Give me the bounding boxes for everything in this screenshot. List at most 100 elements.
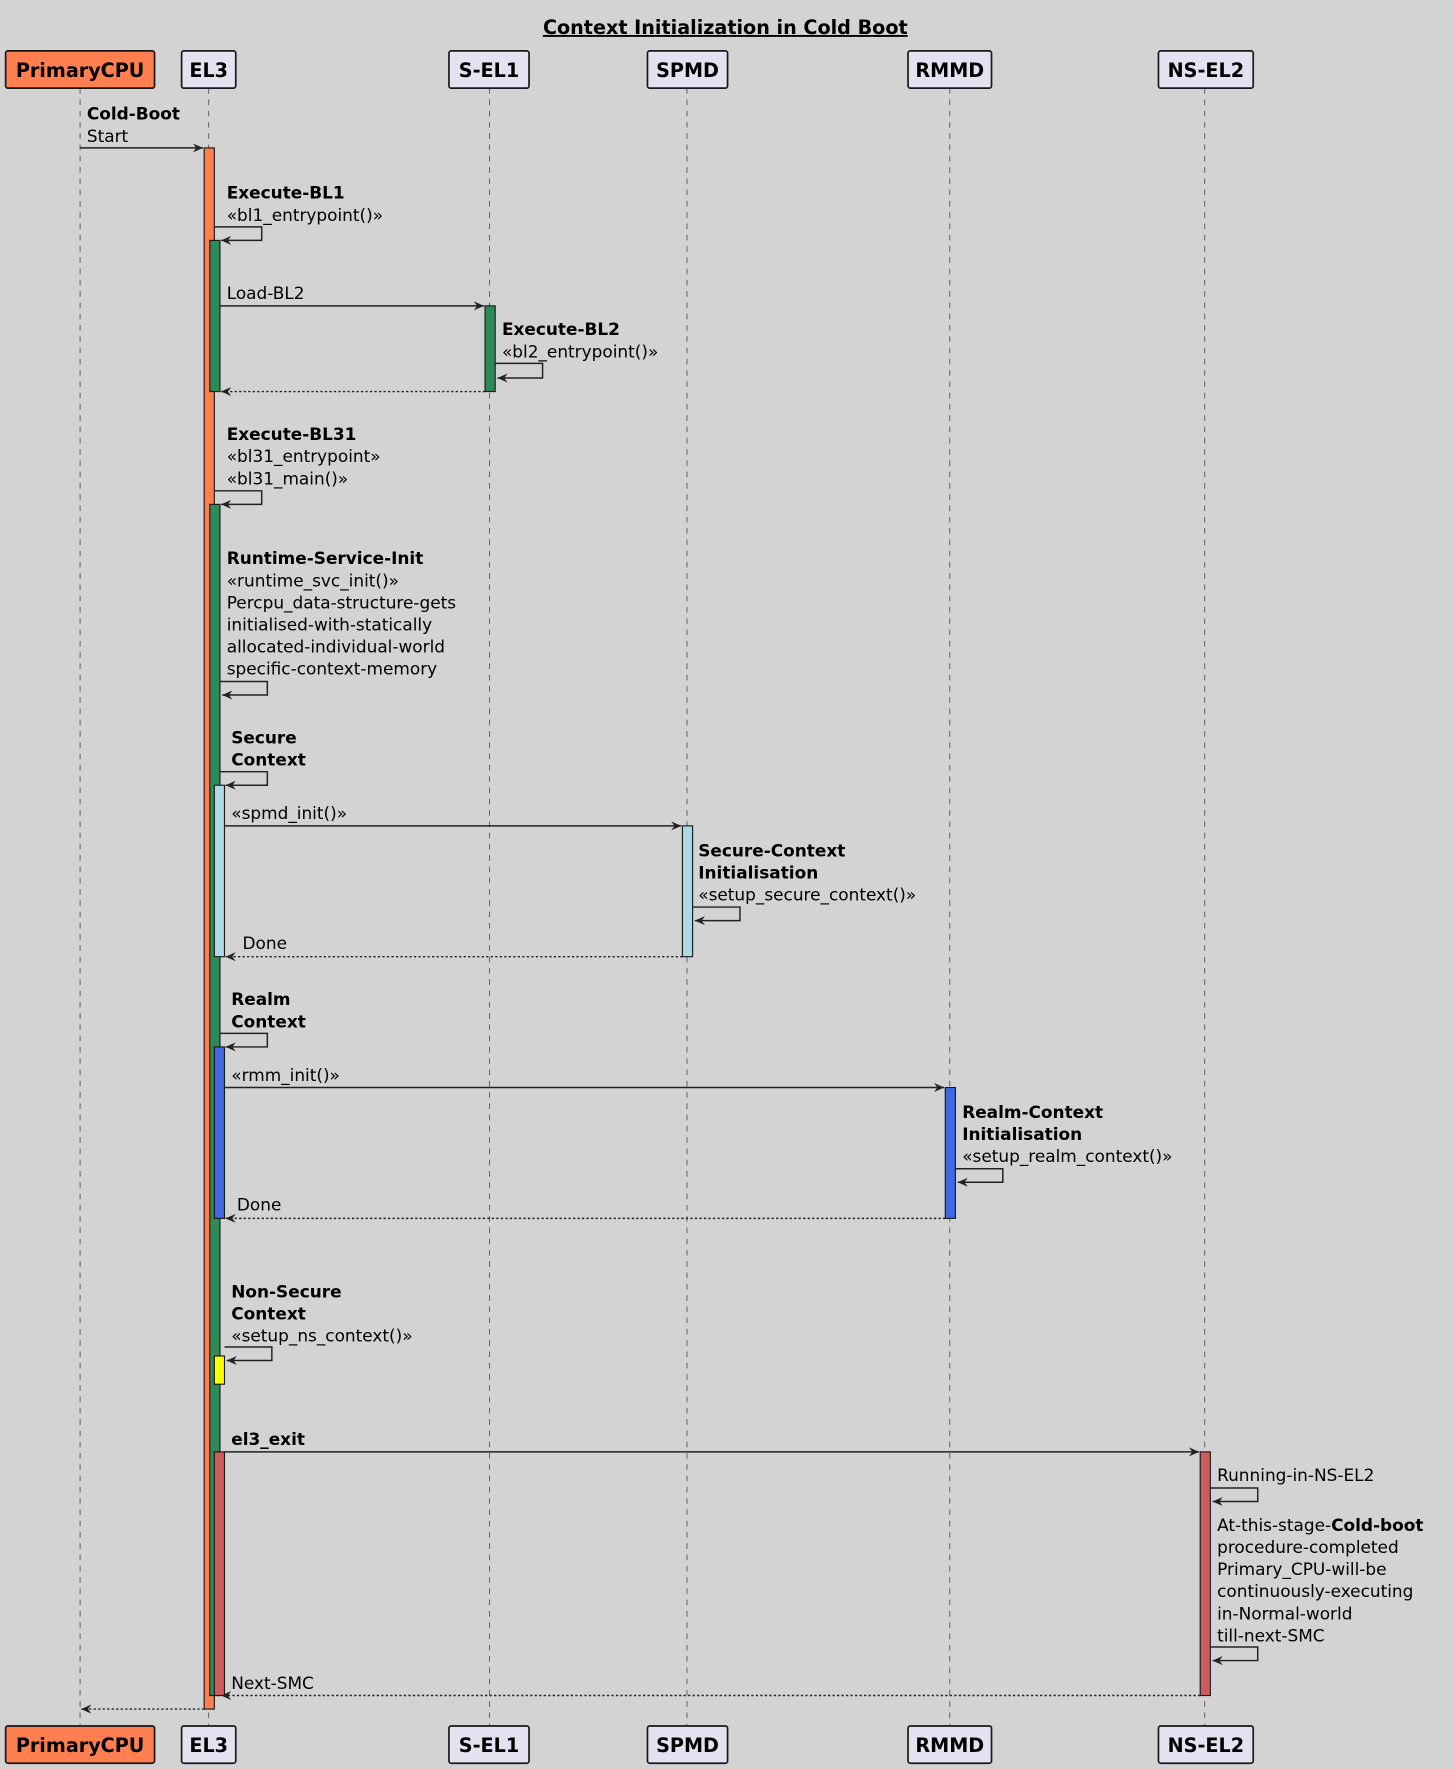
activation-el3-secure	[213, 784, 226, 958]
participant-label: EL3	[189, 59, 228, 82]
message-label-text: Cold-Boot	[87, 104, 180, 124]
message-label-text: continuously-executing	[1217, 1581, 1413, 1601]
message-label: Initialisation	[698, 862, 818, 882]
participant-ns-el2-bottom[interactable]: NS-EL2	[1157, 1725, 1255, 1765]
message-label: allocated-individual-world	[227, 637, 445, 657]
message-label-text: Primary_CPU-will-be	[1217, 1559, 1386, 1580]
participant-label: PrimaryCPU	[16, 59, 145, 82]
message-label-text: Context	[231, 1303, 306, 1323]
message-label-text: Secure-Context	[698, 840, 845, 860]
message-label: At-this-stage-Cold-boot	[1217, 1515, 1423, 1535]
message-label: Percpu_data-structure-gets	[227, 592, 456, 613]
activation-el3-exit	[213, 1451, 226, 1697]
participant-label: RMMD	[915, 59, 984, 82]
activation-el3-ns	[213, 1355, 226, 1385]
self-message-arrow	[224, 1346, 273, 1366]
participant-spmd-bottom[interactable]: SPMD	[646, 1725, 729, 1765]
participant-ns-el2-top[interactable]: NS-EL2	[1157, 50, 1255, 89]
message-label: in-Normal-world	[1217, 1603, 1352, 1623]
message-label: Execute-BL2	[502, 319, 620, 339]
participant-el3-bottom[interactable]: EL3	[180, 1725, 237, 1765]
message-label: procedure-completed	[1217, 1537, 1399, 1557]
message-label: Context	[231, 1303, 306, 1323]
self-message-arrow	[219, 1032, 269, 1052]
participant-primarycpu-bottom[interactable]: PrimaryCPU	[4, 1725, 156, 1765]
participant-label: RMMD	[915, 1734, 984, 1757]
message-label: Secure-Context	[698, 840, 845, 860]
diagram-title: Context Initialization in Cold Boot	[543, 16, 908, 39]
message-label: Start	[87, 126, 129, 146]
message-label-text: Load-BL2	[227, 283, 305, 303]
self-message-arrow	[495, 362, 544, 383]
participant-label: S-EL1	[459, 59, 519, 82]
participant-el3-top[interactable]: EL3	[180, 50, 237, 89]
self-message-arrow	[214, 490, 263, 509]
message-label: Context	[231, 750, 306, 770]
message-label: «bl31_main()»	[227, 468, 349, 489]
participant-label: NS-EL2	[1168, 59, 1244, 82]
message-label-text: Non-Secure	[231, 1281, 341, 1301]
message-label: «runtime_svc_init()»	[227, 570, 399, 591]
participant-label: SPMD	[656, 1734, 719, 1757]
activation-spmd	[681, 825, 694, 958]
message-label-text: «bl31_entrypoint»	[227, 446, 381, 467]
message-label-text: «bl1_entrypoint()»	[227, 205, 383, 226]
message-label-text: el3_exit	[231, 1429, 305, 1449]
message-label: «bl1_entrypoint()»	[227, 205, 383, 226]
self-message-arrow	[214, 226, 263, 245]
participant-s-el1-top[interactable]: S-EL1	[448, 50, 530, 89]
participant-label: NS-EL2	[1168, 1734, 1244, 1757]
message-label: Non-Secure	[231, 1281, 341, 1301]
message-label: «rmm_init()»	[231, 1065, 340, 1086]
message-label-text: «setup_ns_context()»	[231, 1326, 412, 1347]
message-label-text: in-Normal-world	[1217, 1603, 1352, 1623]
message-label-text: At-this-stage-	[1217, 1515, 1331, 1535]
message-label: «bl31_entrypoint»	[227, 446, 381, 467]
message-label: el3_exit	[231, 1429, 305, 1449]
message-label-text: Execute-BL2	[502, 319, 620, 339]
message-label-text: Start	[87, 126, 129, 146]
message-label-text: «setup_secure_context()»	[698, 885, 916, 906]
message-label: «setup_secure_context()»	[698, 885, 916, 906]
message-label-text: Running-in-NS-EL2	[1217, 1465, 1374, 1485]
message-label: Done	[243, 933, 287, 953]
message-label-text: Runtime-Service-Init	[227, 548, 424, 568]
message-label: Primary_CPU-will-be	[1217, 1559, 1386, 1580]
message-label: Secure	[231, 727, 297, 747]
message-label-text: Percpu_data-structure-gets	[227, 592, 456, 613]
message-label: Initialisation	[962, 1124, 1082, 1144]
self-message-arrow	[219, 680, 269, 700]
message-label: specific-context-memory	[227, 659, 437, 679]
message-label-text: Context	[231, 750, 306, 770]
message-label-text: Initialisation	[962, 1124, 1082, 1144]
message-label-text: «bl2_entrypoint()»	[502, 341, 658, 362]
participant-rmmd-top[interactable]: RMMD	[907, 50, 993, 89]
message-label: Cold-Boot	[87, 104, 180, 124]
message-label: till-next-SMC	[1217, 1625, 1325, 1645]
message-label: Execute-BL1	[227, 183, 345, 203]
activation-nsel2	[1199, 1451, 1211, 1697]
participant-spmd-top[interactable]: SPMD	[646, 50, 729, 89]
message-label-text: Done	[243, 933, 287, 953]
message-label-text: «runtime_svc_init()»	[227, 570, 399, 591]
participant-primarycpu-top[interactable]: PrimaryCPU	[4, 50, 156, 89]
message-label: Done	[237, 1194, 281, 1214]
activation-sel1-bl2	[484, 305, 496, 393]
message-label-text: Secure	[231, 727, 297, 747]
activation-rmmd	[944, 1086, 956, 1219]
message-label-text: initialised-with-statically	[227, 614, 432, 634]
message-label-text: procedure-completed	[1217, 1537, 1399, 1557]
message-label-text: Realm	[231, 989, 290, 1009]
participant-s-el1-bottom[interactable]: S-EL1	[448, 1725, 530, 1765]
message-label: Execute-BL31	[227, 424, 357, 444]
message-label-text: «spmd_init()»	[231, 803, 347, 824]
message-label: Running-in-NS-EL2	[1217, 1465, 1374, 1485]
self-message-arrow	[955, 1168, 1004, 1187]
message-label-text: Initialisation	[698, 862, 818, 882]
participant-label: EL3	[189, 1734, 228, 1757]
message-label: «setup_ns_context()»	[231, 1326, 412, 1347]
message-label: Realm	[231, 989, 290, 1009]
message-label-text: «bl31_main()»	[227, 468, 349, 489]
participant-rmmd-bottom[interactable]: RMMD	[907, 1725, 993, 1765]
